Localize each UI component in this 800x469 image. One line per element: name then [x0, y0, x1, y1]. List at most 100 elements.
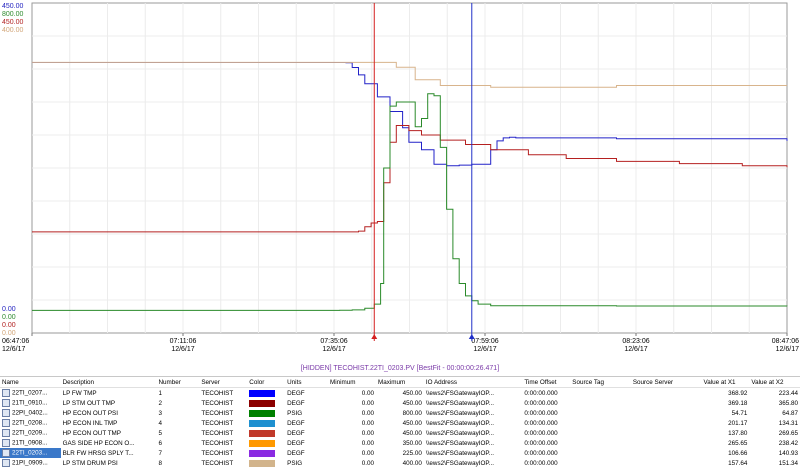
cell-maximum: 450.00 — [402, 389, 422, 397]
cell-number: 2 — [158, 399, 162, 407]
trend-chart[interactable]: 06:47:06 12/6/17 07:11:06 12/6/17 07:35:06 12… — [0, 0, 800, 357]
color-swatch — [249, 439, 276, 447]
table-row[interactable]: 22PI_0402... HP ECON OUT PSI 3 TECOHIST PSIG… — [0, 408, 800, 418]
table-row[interactable]: 21TI_0910... LP STM OUT TMP 2 TECOHIST DEGF 0… — [0, 398, 800, 408]
x-tick-label-date: 12/6/17 — [473, 346, 496, 353]
cell-maximum: 400.00 — [402, 459, 422, 467]
cell-name-text: 22PI_0402... — [12, 409, 48, 417]
trend-plot-svg[interactable]: 06:47:0612/6/1707:11:0612/6/1707:35:0612… — [0, 0, 800, 357]
column-header[interactable]: IO Address — [423, 377, 523, 388]
column-header[interactable]: Color — [247, 377, 286, 388]
cell-io: \\ews2\FSGatewayIOP... — [425, 419, 495, 427]
cell-x2: 365.80 — [778, 399, 798, 407]
table-row[interactable]: 22TI_0208... HP ECON INL TMP 4 TECOHIST DEGF… — [0, 418, 800, 428]
column-header[interactable]: Value at X1 — [701, 377, 750, 388]
cell-number: 3 — [158, 409, 162, 417]
cell-x2: 238.42 — [778, 439, 798, 447]
tag-icon — [2, 389, 10, 397]
cell-description: LP STM DRUM PSI — [62, 459, 118, 467]
cell-minimum: 0.00 — [361, 459, 374, 467]
cell-server: TECOHIST — [201, 429, 234, 437]
cell-description: LP FW TMP — [62, 389, 97, 397]
y-axis-min-label: 0.00 — [2, 322, 16, 329]
table-body[interactable]: 22TI_0207... LP FW TMP 1 TECOHIST DEGF 0.00 45… — [0, 388, 800, 469]
cell-source-tag — [570, 428, 631, 438]
cell-number: 5 — [158, 429, 162, 437]
x-tick-label-time: 08:23:06 — [622, 338, 649, 345]
cell-name: 22TI_0207... — [0, 388, 61, 399]
cell-name-text: 21PI_0909... — [12, 459, 48, 467]
cell-color-swatch — [247, 458, 285, 468]
cell-source-server — [631, 418, 702, 428]
cell-source-tag — [570, 398, 631, 408]
cursor-handle-x1[interactable] — [371, 334, 378, 339]
cell-maximum: 450.00 — [402, 399, 422, 407]
column-header[interactable]: Source Server — [630, 377, 702, 388]
table-row[interactable]: 22TI_0203... BLR FW HRSG SPLY T... 7 TECOHI… — [0, 448, 800, 458]
cell-x1: 106.66 — [728, 449, 748, 457]
cell-color-swatch — [247, 388, 285, 399]
cell-x2: 64.87 — [782, 409, 798, 417]
cell-server: TECOHIST — [201, 409, 234, 417]
cell-source-server — [631, 428, 702, 438]
cell-minimum: 0.00 — [361, 439, 374, 447]
cell-offset: 0:00:00.000 — [524, 389, 558, 397]
x-tick-label-time: 07:11:06 — [170, 338, 197, 345]
tag-grid[interactable]: Name Description Number Server Color Units Min… — [0, 376, 800, 469]
column-header[interactable]: Source Tag — [570, 377, 631, 388]
cell-server: TECOHIST — [201, 389, 234, 397]
tag-icon — [2, 439, 10, 447]
column-header[interactable]: Minimum — [328, 377, 376, 388]
table-row[interactable]: 22TI_0207... LP FW TMP 1 TECOHIST DEGF 0.00 45… — [0, 388, 800, 399]
cell-source-tag — [570, 438, 631, 448]
column-header[interactable]: Name — [0, 377, 61, 388]
cell-io: \\ews2\FSGatewayIOP... — [425, 409, 495, 417]
cell-units: DEGF — [287, 449, 305, 457]
cell-name-text: 22TI_0207... — [12, 389, 48, 397]
tag-table[interactable]: Name Description Number Server Color Units Min… — [0, 377, 800, 468]
cell-io: \\ews2\FSGatewayIOP... — [425, 459, 495, 467]
table-row[interactable]: 21TI_0908... GAS SIDE HP ECON O... 6 TECOHI… — [0, 438, 800, 448]
cell-maximum: 450.00 — [402, 419, 422, 427]
cell-name: 22TI_0208... — [0, 418, 61, 428]
cell-units: PSIG — [287, 409, 303, 417]
column-header[interactable]: Number — [156, 377, 200, 388]
cell-minimum: 0.00 — [361, 449, 374, 457]
x-tick-label-time: 07:59:06 — [471, 338, 498, 345]
cell-x2: 134.31 — [778, 419, 798, 427]
table-row[interactable]: 22TI_0209... HP ECON OUT TMP 5 TECOHIST DEGF… — [0, 428, 800, 438]
cell-units: PSIG — [287, 459, 303, 467]
cell-name: 21PI_0909... — [0, 458, 61, 468]
table-header-row: Name Description Number Server Color Units Min… — [0, 377, 800, 388]
cell-maximum: 450.00 — [402, 429, 422, 437]
cell-units: DEGF — [287, 399, 305, 407]
cell-description: HP ECON INL TMP — [62, 419, 118, 427]
cell-source-tag — [570, 408, 631, 418]
cell-offset: 0:00:00.000 — [524, 449, 558, 457]
color-swatch — [249, 419, 276, 427]
y-axis-max-label: 450.00 — [2, 19, 24, 26]
cell-number: 8 — [158, 459, 162, 467]
cursor-handle-x2[interactable] — [468, 334, 475, 339]
column-header[interactable]: Value at X2 — [749, 377, 800, 388]
cell-name-text: 21TI_0910... — [12, 399, 48, 407]
table-row[interactable]: 21PI_0909... LP STM DRUM PSI 8 TECOHIST PSIG… — [0, 458, 800, 468]
cell-maximum: 800.00 — [402, 409, 422, 417]
cell-units: DEGF — [287, 439, 305, 447]
cell-offset: 0:00:00.000 — [524, 439, 558, 447]
cell-minimum: 0.00 — [361, 419, 374, 427]
x-tick-label-date: 12/6/17 — [624, 346, 647, 353]
cell-source-server — [631, 388, 702, 399]
cell-x2: 151.34 — [778, 459, 798, 467]
cell-name: 21TI_0908... — [0, 438, 61, 448]
color-swatch — [249, 429, 276, 437]
column-header[interactable]: Description — [60, 377, 157, 388]
column-header[interactable]: Maximum — [375, 377, 424, 388]
x-tick-label-time: 08:47:06 — [772, 338, 799, 345]
column-header[interactable]: Server — [199, 377, 248, 388]
column-header[interactable]: Units — [285, 377, 329, 388]
cell-x1: 201.17 — [728, 419, 748, 427]
column-header[interactable]: Time Offset — [522, 377, 571, 388]
tag-icon — [2, 399, 10, 407]
tag-icon — [2, 459, 10, 467]
